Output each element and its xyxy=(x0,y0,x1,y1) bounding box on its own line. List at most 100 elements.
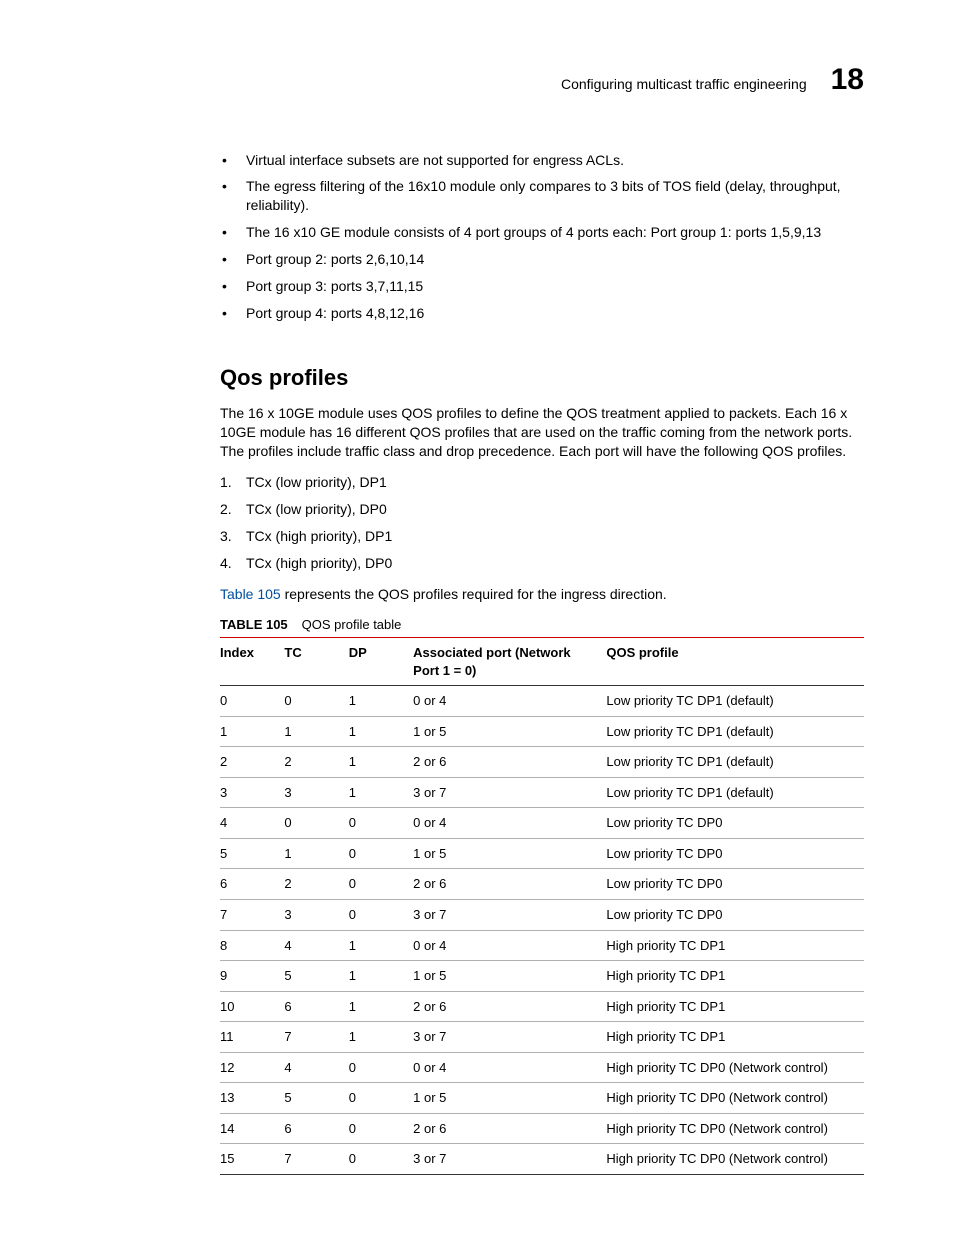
table-cell: High priority TC DP0 (Network control) xyxy=(606,1144,864,1175)
table-cell: 14 xyxy=(220,1113,284,1144)
running-header: Configuring multicast traffic engineerin… xyxy=(90,60,864,101)
table-row: 15703 or 7High priority TC DP0 (Network … xyxy=(220,1144,864,1175)
table-cell: 0 xyxy=(349,869,413,900)
numbered-text: TCx (high priority), DP1 xyxy=(246,528,392,544)
section-title: Qos profiles xyxy=(220,363,864,393)
table-cell: 0 xyxy=(349,808,413,839)
table-row: 7303 or 7Low priority TC DP0 xyxy=(220,900,864,931)
numbered-item: 4.TCx (high priority), DP0 xyxy=(220,554,864,573)
table-caption: TABLE 105QOS profile table xyxy=(220,616,864,634)
table-cell: 1 or 5 xyxy=(413,838,606,869)
table-cell: 0 or 4 xyxy=(413,930,606,961)
table-cell: 0 xyxy=(349,1083,413,1114)
xref-sentence-tail: represents the QOS profiles required for… xyxy=(281,586,667,602)
table-cell: 6 xyxy=(284,1113,348,1144)
table-cell: 1 xyxy=(349,747,413,778)
table-cell: 10 xyxy=(220,991,284,1022)
table-header-row: Index TC DP Associated port (Network Por… xyxy=(220,638,864,686)
table-cell: 3 or 7 xyxy=(413,777,606,808)
table-cell: 11 xyxy=(220,1022,284,1053)
table-cell: 3 xyxy=(284,777,348,808)
col-header-tc: TC xyxy=(284,638,348,686)
list-number: 3. xyxy=(220,527,232,546)
col-header-port: Associated port (Network Port 1 = 0) xyxy=(413,638,606,686)
table-cell: 3 xyxy=(220,777,284,808)
numbered-list: 1.TCx (low priority), DP1 2. TCx (low pri… xyxy=(220,473,864,573)
col-header-index: Index xyxy=(220,638,284,686)
table-cell: Low priority TC DP1 (default) xyxy=(606,747,864,778)
xref-sentence: Table 105 represents the QOS profiles re… xyxy=(220,585,864,604)
table-cell: 7 xyxy=(284,1144,348,1175)
table-row: 8410 or 4High priority TC DP1 xyxy=(220,930,864,961)
table-cell: 0 xyxy=(349,900,413,931)
col-header-dp: DP xyxy=(349,638,413,686)
table-cell: Low priority TC DP1 (default) xyxy=(606,686,864,717)
table-cell: 5 xyxy=(220,838,284,869)
table-cell: 2 or 6 xyxy=(413,747,606,778)
table-cell: High priority TC DP0 (Network control) xyxy=(606,1083,864,1114)
table-cell: 2 xyxy=(220,747,284,778)
numbered-text: TCx (low priority), DP1 xyxy=(246,474,387,490)
table-cell: 0 xyxy=(349,838,413,869)
table-cell: 0 xyxy=(284,808,348,839)
table-cell: Low priority TC DP0 xyxy=(606,838,864,869)
qos-profile-table: Index TC DP Associated port (Network Por… xyxy=(220,637,864,1175)
table-cell: 1 xyxy=(349,991,413,1022)
table-cell: 1 xyxy=(220,716,284,747)
table-cell: 13 xyxy=(220,1083,284,1114)
table-cell: High priority TC DP1 xyxy=(606,961,864,992)
table-cell: 3 or 7 xyxy=(413,900,606,931)
table-cell: 4 xyxy=(220,808,284,839)
table-cell: Low priority TC DP0 xyxy=(606,900,864,931)
bullet-text: Virtual interface subsets are not suppor… xyxy=(246,152,624,168)
table-row: 4000 or 4Low priority TC DP0 xyxy=(220,808,864,839)
bullet-item: Virtual interface subsets are not suppor… xyxy=(220,151,864,170)
table-cell: 1 xyxy=(349,961,413,992)
table-row: 0010 or 4Low priority TC DP1 (default) xyxy=(220,686,864,717)
table-cell: Low priority TC DP1 (default) xyxy=(606,777,864,808)
bullet-item: Port group 4: ports 4,8,12,16 xyxy=(220,304,864,323)
table-cell: 6 xyxy=(220,869,284,900)
table-cross-reference[interactable]: Table 105 xyxy=(220,586,281,602)
table-cell: 3 or 7 xyxy=(413,1022,606,1053)
table-cell: High priority TC DP0 (Network control) xyxy=(606,1113,864,1144)
section-intro: The 16 x 10GE module uses QOS profiles t… xyxy=(220,404,864,461)
table-row: 3313 or 7Low priority TC DP1 (default) xyxy=(220,777,864,808)
table-header: Index TC DP Associated port (Network Por… xyxy=(220,638,864,686)
table-cell: 2 or 6 xyxy=(413,869,606,900)
numbered-item: 3. TCx (high priority), DP1 xyxy=(220,527,864,546)
table-cell: 0 xyxy=(349,1052,413,1083)
table-cell: 0 xyxy=(220,686,284,717)
page: Configuring multicast traffic engineerin… xyxy=(0,0,954,1235)
table-cell: 1 or 5 xyxy=(413,1083,606,1114)
table-cell: 1 xyxy=(349,777,413,808)
table-cell: 2 or 6 xyxy=(413,991,606,1022)
table-cell: Low priority TC DP0 xyxy=(606,869,864,900)
table-cell: 3 xyxy=(284,900,348,931)
bullet-text: Port group 3: ports 3,7,11,15 xyxy=(246,278,423,294)
bullet-text: Port group 2: ports 2,6,10,14 xyxy=(246,251,424,267)
table-row: 9511 or 5High priority TC DP1 xyxy=(220,961,864,992)
table-row: 13501 or 5High priority TC DP0 (Network … xyxy=(220,1083,864,1114)
table-cell: 0 xyxy=(284,686,348,717)
table-cell: High priority TC DP0 (Network control) xyxy=(606,1052,864,1083)
numbered-text: TCx (low priority), DP0 xyxy=(246,501,387,517)
table-cell: High priority TC DP1 xyxy=(606,991,864,1022)
bullet-text: The egress filtering of the 16x10 module… xyxy=(246,178,841,213)
chapter-number: 18 xyxy=(831,60,864,101)
numbered-item: 1.TCx (low priority), DP1 xyxy=(220,473,864,492)
table-cell: 4 xyxy=(284,1052,348,1083)
table-cell: High priority TC DP1 xyxy=(606,1022,864,1053)
bullet-text: The 16 x10 GE module consists of 4 port … xyxy=(246,224,821,240)
table-cell: 4 xyxy=(284,930,348,961)
table-cell: 8 xyxy=(220,930,284,961)
table-cell: High priority TC DP1 xyxy=(606,930,864,961)
table-cell: 1 xyxy=(349,686,413,717)
table-cell: 1 xyxy=(349,1022,413,1053)
table-cell: 5 xyxy=(284,1083,348,1114)
table-cell: 15 xyxy=(220,1144,284,1175)
table-row: 14602 or 6High priority TC DP0 (Network … xyxy=(220,1113,864,1144)
list-number: 2. xyxy=(220,500,232,519)
table-cell: 0 or 4 xyxy=(413,686,606,717)
table-cell: 2 xyxy=(284,869,348,900)
